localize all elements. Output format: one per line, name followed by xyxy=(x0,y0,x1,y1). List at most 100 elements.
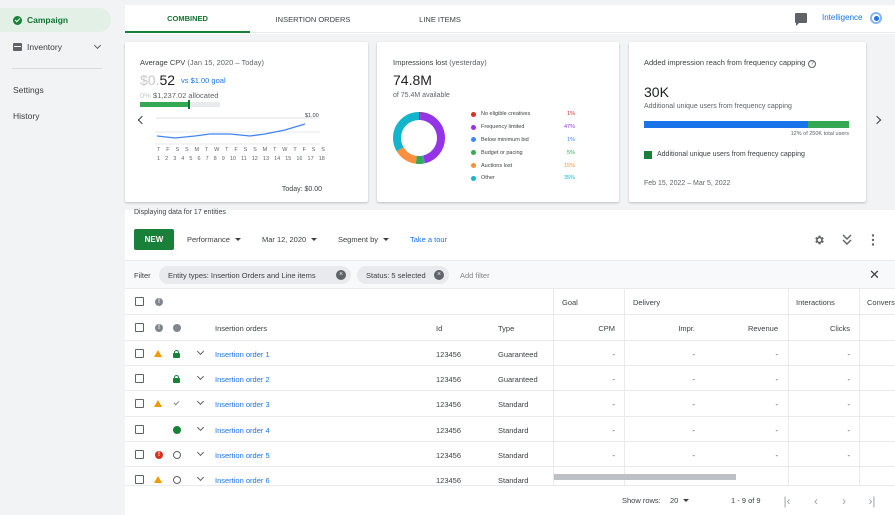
sidebar-item-inventory[interactable]: Inventory xyxy=(0,35,110,59)
column-header-cpm[interactable]: CPM xyxy=(598,324,615,333)
tab-insertion-orders[interactable]: INSERTION ORDERS xyxy=(275,14,351,24)
row-checkbox[interactable] xyxy=(135,399,144,409)
column-header-revenue[interactable]: Revenue xyxy=(747,324,778,333)
column-header-impr[interactable]: Impr. xyxy=(678,324,695,333)
id-cell: 123456 xyxy=(436,350,462,359)
insertion-order-link[interactable]: Insertion order 2 xyxy=(215,375,270,385)
next-page-icon[interactable]: › xyxy=(842,494,846,508)
sidebar-item-campaign[interactable]: Campaign xyxy=(0,8,111,32)
column-header-insertion-orders[interactable]: Insertion orders xyxy=(215,324,268,333)
table-row[interactable]: Insertion order 3 123456 Standard - - - - xyxy=(125,391,895,417)
take-tour-link[interactable]: Take a tour xyxy=(410,235,448,244)
donut-slice xyxy=(393,112,445,164)
close-icon[interactable]: × xyxy=(434,270,444,280)
group-header-row: ! Goal Delivery Interactions Convers xyxy=(125,289,895,315)
day-label: F xyxy=(166,147,170,153)
table-row[interactable]: Insertion order 6 123456 Standard xyxy=(125,467,895,485)
expand-chevron-icon[interactable] xyxy=(196,347,205,356)
add-filter-input[interactable]: Add filter xyxy=(460,271,490,280)
select-all-checkbox[interactable] xyxy=(135,323,144,332)
impressions-legend: No eligible creatives 1% Frequency limited… xyxy=(471,108,575,185)
filter-chip-status[interactable]: Status: 5 selected × xyxy=(357,266,449,284)
column-header-id[interactable]: Id xyxy=(436,324,443,333)
expand-chevron-icon[interactable] xyxy=(196,423,205,431)
close-icon[interactable]: × xyxy=(336,270,346,280)
inactive-status-icon xyxy=(173,450,181,459)
date-label: 15 xyxy=(285,156,292,162)
date-dropdown[interactable]: Mar 12, 2020 xyxy=(262,235,318,244)
insertion-order-link[interactable]: Insertion order 5 xyxy=(215,450,270,460)
date-label: 5 xyxy=(189,156,193,162)
legend-value: 1% xyxy=(567,136,575,143)
date-label: 12 xyxy=(251,156,258,162)
tab-combined[interactable]: COMBINED xyxy=(125,5,250,33)
help-icon[interactable]: ? xyxy=(808,60,817,68)
select-all-checkbox[interactable] xyxy=(135,297,144,306)
row-checkbox[interactable] xyxy=(135,449,144,459)
more-vert-icon[interactable] xyxy=(871,234,875,246)
entities-table: ! Goal Delivery Interactions Convers ! I… xyxy=(125,289,895,485)
group-header-delivery: Delivery xyxy=(633,298,661,307)
expand-chevron-icon[interactable] xyxy=(196,473,205,482)
sidebar-item-history[interactable]: History xyxy=(0,104,39,128)
date-label: 8 xyxy=(213,156,217,162)
filter-chip-entity-types[interactable]: Entity types: Insertion Orders and Line … xyxy=(159,266,351,284)
close-icon[interactable]: ✕ xyxy=(869,267,880,282)
new-button[interactable]: NEW xyxy=(134,229,174,250)
type-cell: Guaranteed xyxy=(498,350,538,359)
day-label: M xyxy=(194,147,200,153)
horizontal-scrollbar[interactable] xyxy=(554,474,736,480)
row-checkbox[interactable] xyxy=(135,349,144,358)
chevron-left-icon[interactable] xyxy=(137,115,147,125)
segment-dropdown[interactable]: Segment by xyxy=(338,235,390,244)
performance-dropdown[interactable]: Performance xyxy=(187,235,241,244)
insertion-order-link[interactable]: Insertion order 4 xyxy=(215,425,270,435)
day-label: T xyxy=(204,147,209,153)
rows-per-page-value: 20 xyxy=(670,496,679,505)
last-page-icon[interactable]: ›| xyxy=(868,494,876,508)
date-label: 18 xyxy=(318,156,325,162)
insertion-order-link[interactable]: Insertion order 1 xyxy=(215,350,270,359)
expand-chevron-icon[interactable] xyxy=(196,398,205,406)
insertion-order-link[interactable]: Insertion order 6 xyxy=(215,476,270,485)
type-cell: Standard xyxy=(498,425,529,435)
main-panel: COMBINED INSERTION ORDERS LINE ITEMS Int… xyxy=(125,5,895,515)
intelligence-link[interactable]: Intelligence xyxy=(822,13,863,22)
table-row[interactable]: ! Insertion order 5 123456 Standard - - - - xyxy=(125,442,895,467)
date-label: 1 xyxy=(157,156,161,162)
column-header-type[interactable]: Type xyxy=(498,324,515,333)
day-label: M xyxy=(262,147,268,153)
row-checkbox[interactable] xyxy=(135,475,144,484)
previous-page-icon[interactable]: ‹ xyxy=(814,494,818,508)
intelligence-icon[interactable] xyxy=(870,12,882,24)
expand-chevron-icon[interactable] xyxy=(196,448,205,456)
day-label: F xyxy=(234,147,238,153)
expand-chevron-icon[interactable] xyxy=(196,373,205,381)
column-header-row: ! Insertion orders Id Type CPM Impr. Rev… xyxy=(125,315,895,341)
impressions-available: of 75.4M available xyxy=(393,92,450,99)
reach-bar-caption: 12% of 250K total users xyxy=(790,131,849,137)
row-checkbox[interactable] xyxy=(135,424,144,434)
table-row[interactable]: Insertion order 2 123456 Guaranteed - - - - xyxy=(125,366,895,392)
cpv-goal-link[interactable]: vs $1.00 goal xyxy=(181,76,226,85)
date-label: 6 xyxy=(197,156,201,162)
id-cell: 123456 xyxy=(436,450,462,460)
feedback-icon[interactable] xyxy=(795,13,807,26)
sidebar-item-settings[interactable]: Settings xyxy=(0,78,44,102)
cpv-allocated-text: $1,237.02 allocated xyxy=(152,91,219,100)
table-row[interactable]: Insertion order 4 123456 Standard - - - - xyxy=(125,417,895,442)
clicks-cell: - xyxy=(847,350,851,359)
reach-bar-added xyxy=(808,121,849,128)
day-label: S xyxy=(243,147,248,153)
row-checkbox[interactable] xyxy=(135,374,144,384)
first-page-icon[interactable]: |‹ xyxy=(783,494,791,508)
warning-icon xyxy=(154,400,162,408)
insertion-order-link[interactable]: Insertion order 3 xyxy=(215,400,270,410)
chevron-down-icon xyxy=(93,41,102,50)
table-row[interactable]: Insertion order 1 123456 Guaranteed - - - - xyxy=(125,341,895,367)
column-header-clicks[interactable]: Clicks xyxy=(830,324,850,333)
gear-icon[interactable] xyxy=(813,234,825,246)
collapse-icon[interactable] xyxy=(842,234,852,246)
tab-line-items[interactable]: LINE ITEMS xyxy=(419,14,461,24)
rows-per-page-select[interactable]: 20 xyxy=(670,496,690,505)
